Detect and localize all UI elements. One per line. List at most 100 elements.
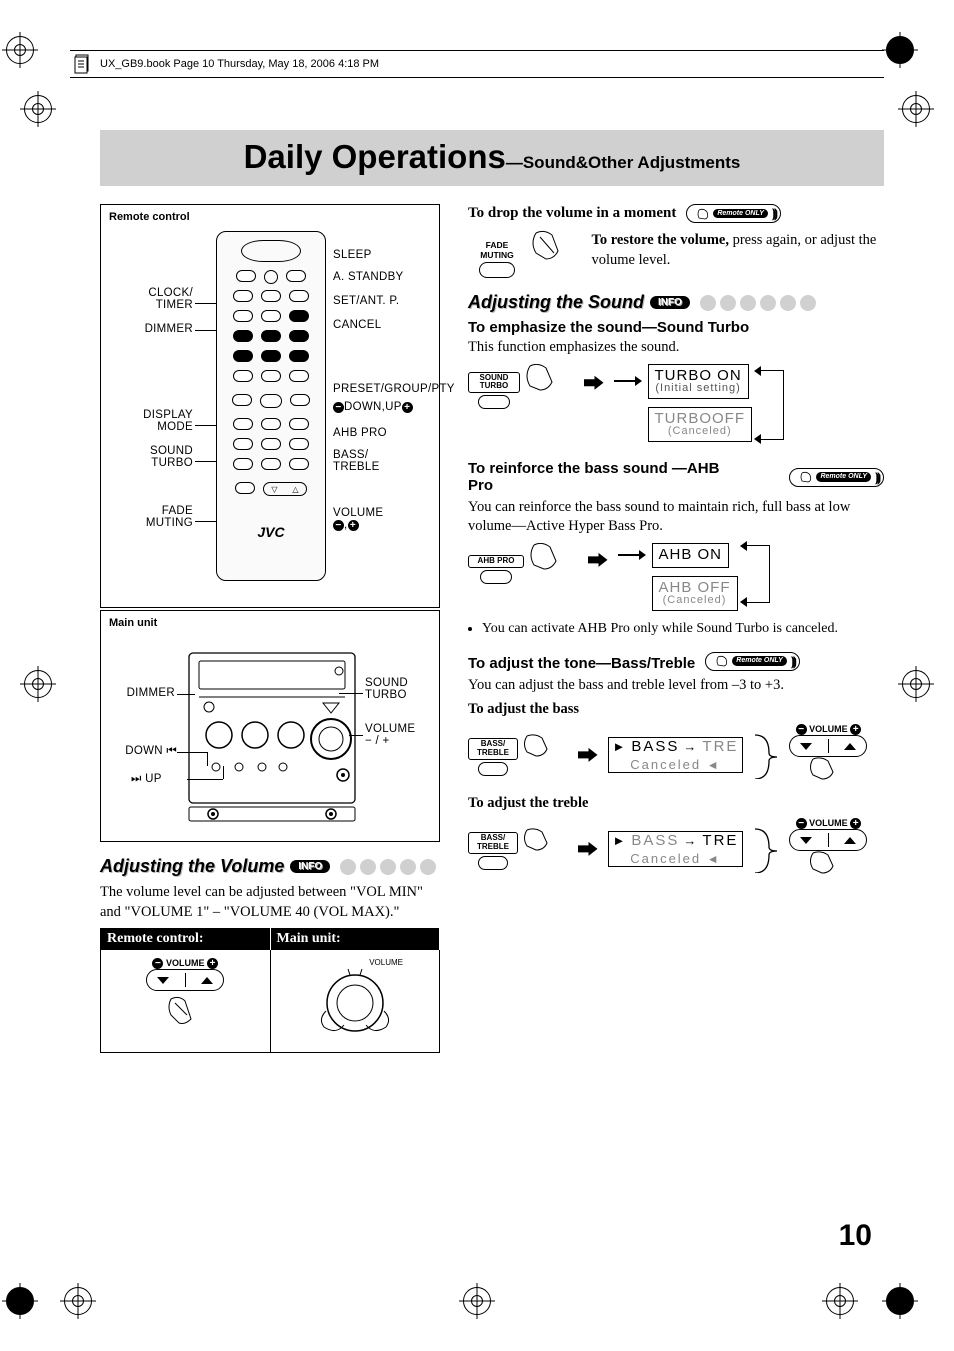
turbo-body: This function emphasizes the sound. xyxy=(468,338,884,358)
section-sound-header: Adjusting the Sound INFO xyxy=(468,292,884,313)
rbtn xyxy=(261,458,281,470)
page-number: 10 xyxy=(839,1219,872,1253)
lbl-clock-l1: CLOCK/ xyxy=(148,287,193,299)
rbtn xyxy=(261,418,281,430)
lbl-dm-l1: DISPLAY xyxy=(143,409,193,421)
rbtn xyxy=(236,270,256,282)
hand-icon xyxy=(697,208,711,220)
main-unit-svg xyxy=(183,647,361,827)
lbl-fade-muting: FADE MUTING xyxy=(105,505,193,529)
mu-lbl-volume: VOLUME − / + xyxy=(365,723,415,747)
rbtn xyxy=(260,394,282,408)
brace-icon xyxy=(751,825,781,873)
minus-icon: − xyxy=(333,520,344,531)
plus-icon: + xyxy=(850,724,861,735)
lbl-st-l1: SOUND xyxy=(150,445,193,457)
state-ahb-off: AHB OFF (Canceled) xyxy=(652,576,738,611)
reg-mark-bottom-right xyxy=(886,1287,914,1315)
crop-mark-bl xyxy=(64,1287,92,1315)
reg-mark-bottom-left xyxy=(6,1287,34,1315)
rbtn xyxy=(233,310,253,322)
leader xyxy=(177,694,195,695)
signal-icon: ⦘⦘ xyxy=(772,206,776,221)
vol-rocker-thumb: − VOLUME + xyxy=(789,818,867,879)
lbl-du-t: DOWN,UP xyxy=(344,401,402,413)
hand-icon xyxy=(522,734,562,760)
vol-body: The volume level can be adjusted between… xyxy=(100,883,440,922)
rbtn xyxy=(289,330,309,342)
state-turbo-off: TURBOOFF (Canceled) xyxy=(648,407,753,442)
mu-lbl-down-t: DOWN xyxy=(125,745,163,757)
key-l2: MUTING xyxy=(480,250,514,260)
state-bass: BASS xyxy=(631,738,679,755)
crop-mark-bc xyxy=(463,1287,491,1315)
key-l1: BASS/ xyxy=(481,833,505,842)
hand-icon xyxy=(522,828,562,854)
brace-icon xyxy=(751,731,781,779)
bt-states: ► BASS → TRE Canceled ◄ xyxy=(608,737,744,773)
ahb-flow: AHB PRO AHB ON xyxy=(468,543,884,611)
state-tre: TRE xyxy=(702,832,738,849)
ahb-key: AHB PRO xyxy=(468,543,572,584)
remote-ir-window xyxy=(241,240,301,262)
crop-mark-left-2 xyxy=(24,670,52,698)
vol-table: Remote control: Main unit: − VOLUME + xyxy=(100,928,440,1053)
rbtn xyxy=(289,438,309,450)
state-on-sub: (Initial setting) xyxy=(655,382,742,394)
rbtn xyxy=(290,394,310,406)
fwd-icon: ⏭ xyxy=(131,773,142,785)
state-off-sub: (Canceled) xyxy=(655,425,746,437)
book-header-text: UX_GB9.book Page 10 Thursday, May 18, 20… xyxy=(100,58,379,70)
remote-diagram: Remote control CLOCK/ TIMER DIMMER DISPL… xyxy=(100,204,440,608)
plus-icon: + xyxy=(348,520,359,531)
remote-only-badge: Remote ONLY ⦘⦘ xyxy=(686,204,781,223)
reg-mark-top-left xyxy=(6,36,34,64)
rbtn xyxy=(286,270,306,282)
section-volume-title: Adjusting the Volume xyxy=(100,856,284,877)
rbtn xyxy=(289,350,309,362)
rbtn xyxy=(289,290,309,302)
crop-mark-right-1 xyxy=(902,95,930,123)
rbtn xyxy=(233,290,253,302)
leader xyxy=(339,693,363,694)
hand-icon xyxy=(808,851,848,879)
mu-vol-l2: − / + xyxy=(365,735,390,747)
rbtn xyxy=(289,458,309,470)
section-sound-title: Adjusting the Sound xyxy=(468,292,644,313)
vol-label: VOLUME xyxy=(809,724,848,734)
th-main: Main unit: xyxy=(270,929,440,950)
minus-icon: − xyxy=(796,818,807,829)
lbl-ahb-pro: AHB PRO xyxy=(333,427,387,439)
lbl-st-l2: TURBO xyxy=(151,457,193,469)
rbtn xyxy=(261,330,281,342)
remote-only-badge: Remote ONLY ⦘⦘ xyxy=(705,652,800,671)
page-content: Daily Operations—Sound&Other Adjustments… xyxy=(100,130,884,1261)
ahb-block: To reinforce the bass sound —AHB Pro Rem… xyxy=(468,454,884,637)
rbtn xyxy=(233,350,253,362)
lbl-set-ant: SET/ANT. P. xyxy=(333,295,399,307)
title-sub: —Sound&Other Adjustments xyxy=(506,153,741,172)
info-pill: INFO xyxy=(290,860,330,873)
crop-mark-left-1 xyxy=(24,95,52,123)
rbtn xyxy=(261,350,281,362)
rbtn xyxy=(261,370,281,382)
title-main: Daily Operations xyxy=(244,138,506,175)
key-l1: BASS/ xyxy=(481,739,505,748)
remote-only-text: Remote ONLY xyxy=(713,209,768,219)
main-unit-caption: Main unit xyxy=(109,617,431,629)
mu-lbl-sound-turbo: SOUND TURBO xyxy=(365,677,408,701)
rbtn xyxy=(233,458,253,470)
lbl-clock-l2: TIMER xyxy=(156,299,193,311)
hand-icon xyxy=(808,757,848,785)
restore-text: To restore the volume, press again, or a… xyxy=(592,231,885,272)
crop-mark-br xyxy=(826,1287,854,1315)
book-header: UX_GB9.book Page 10 Thursday, May 18, 20… xyxy=(70,50,884,78)
rbtn xyxy=(289,370,309,382)
info-pill: INFO xyxy=(650,296,690,309)
leader xyxy=(207,752,208,766)
hand-icon xyxy=(165,993,205,1029)
mu-st-l2: TURBO xyxy=(365,689,407,701)
book-icon xyxy=(74,53,92,75)
hand-icon xyxy=(528,543,572,573)
rbtn xyxy=(261,310,281,322)
